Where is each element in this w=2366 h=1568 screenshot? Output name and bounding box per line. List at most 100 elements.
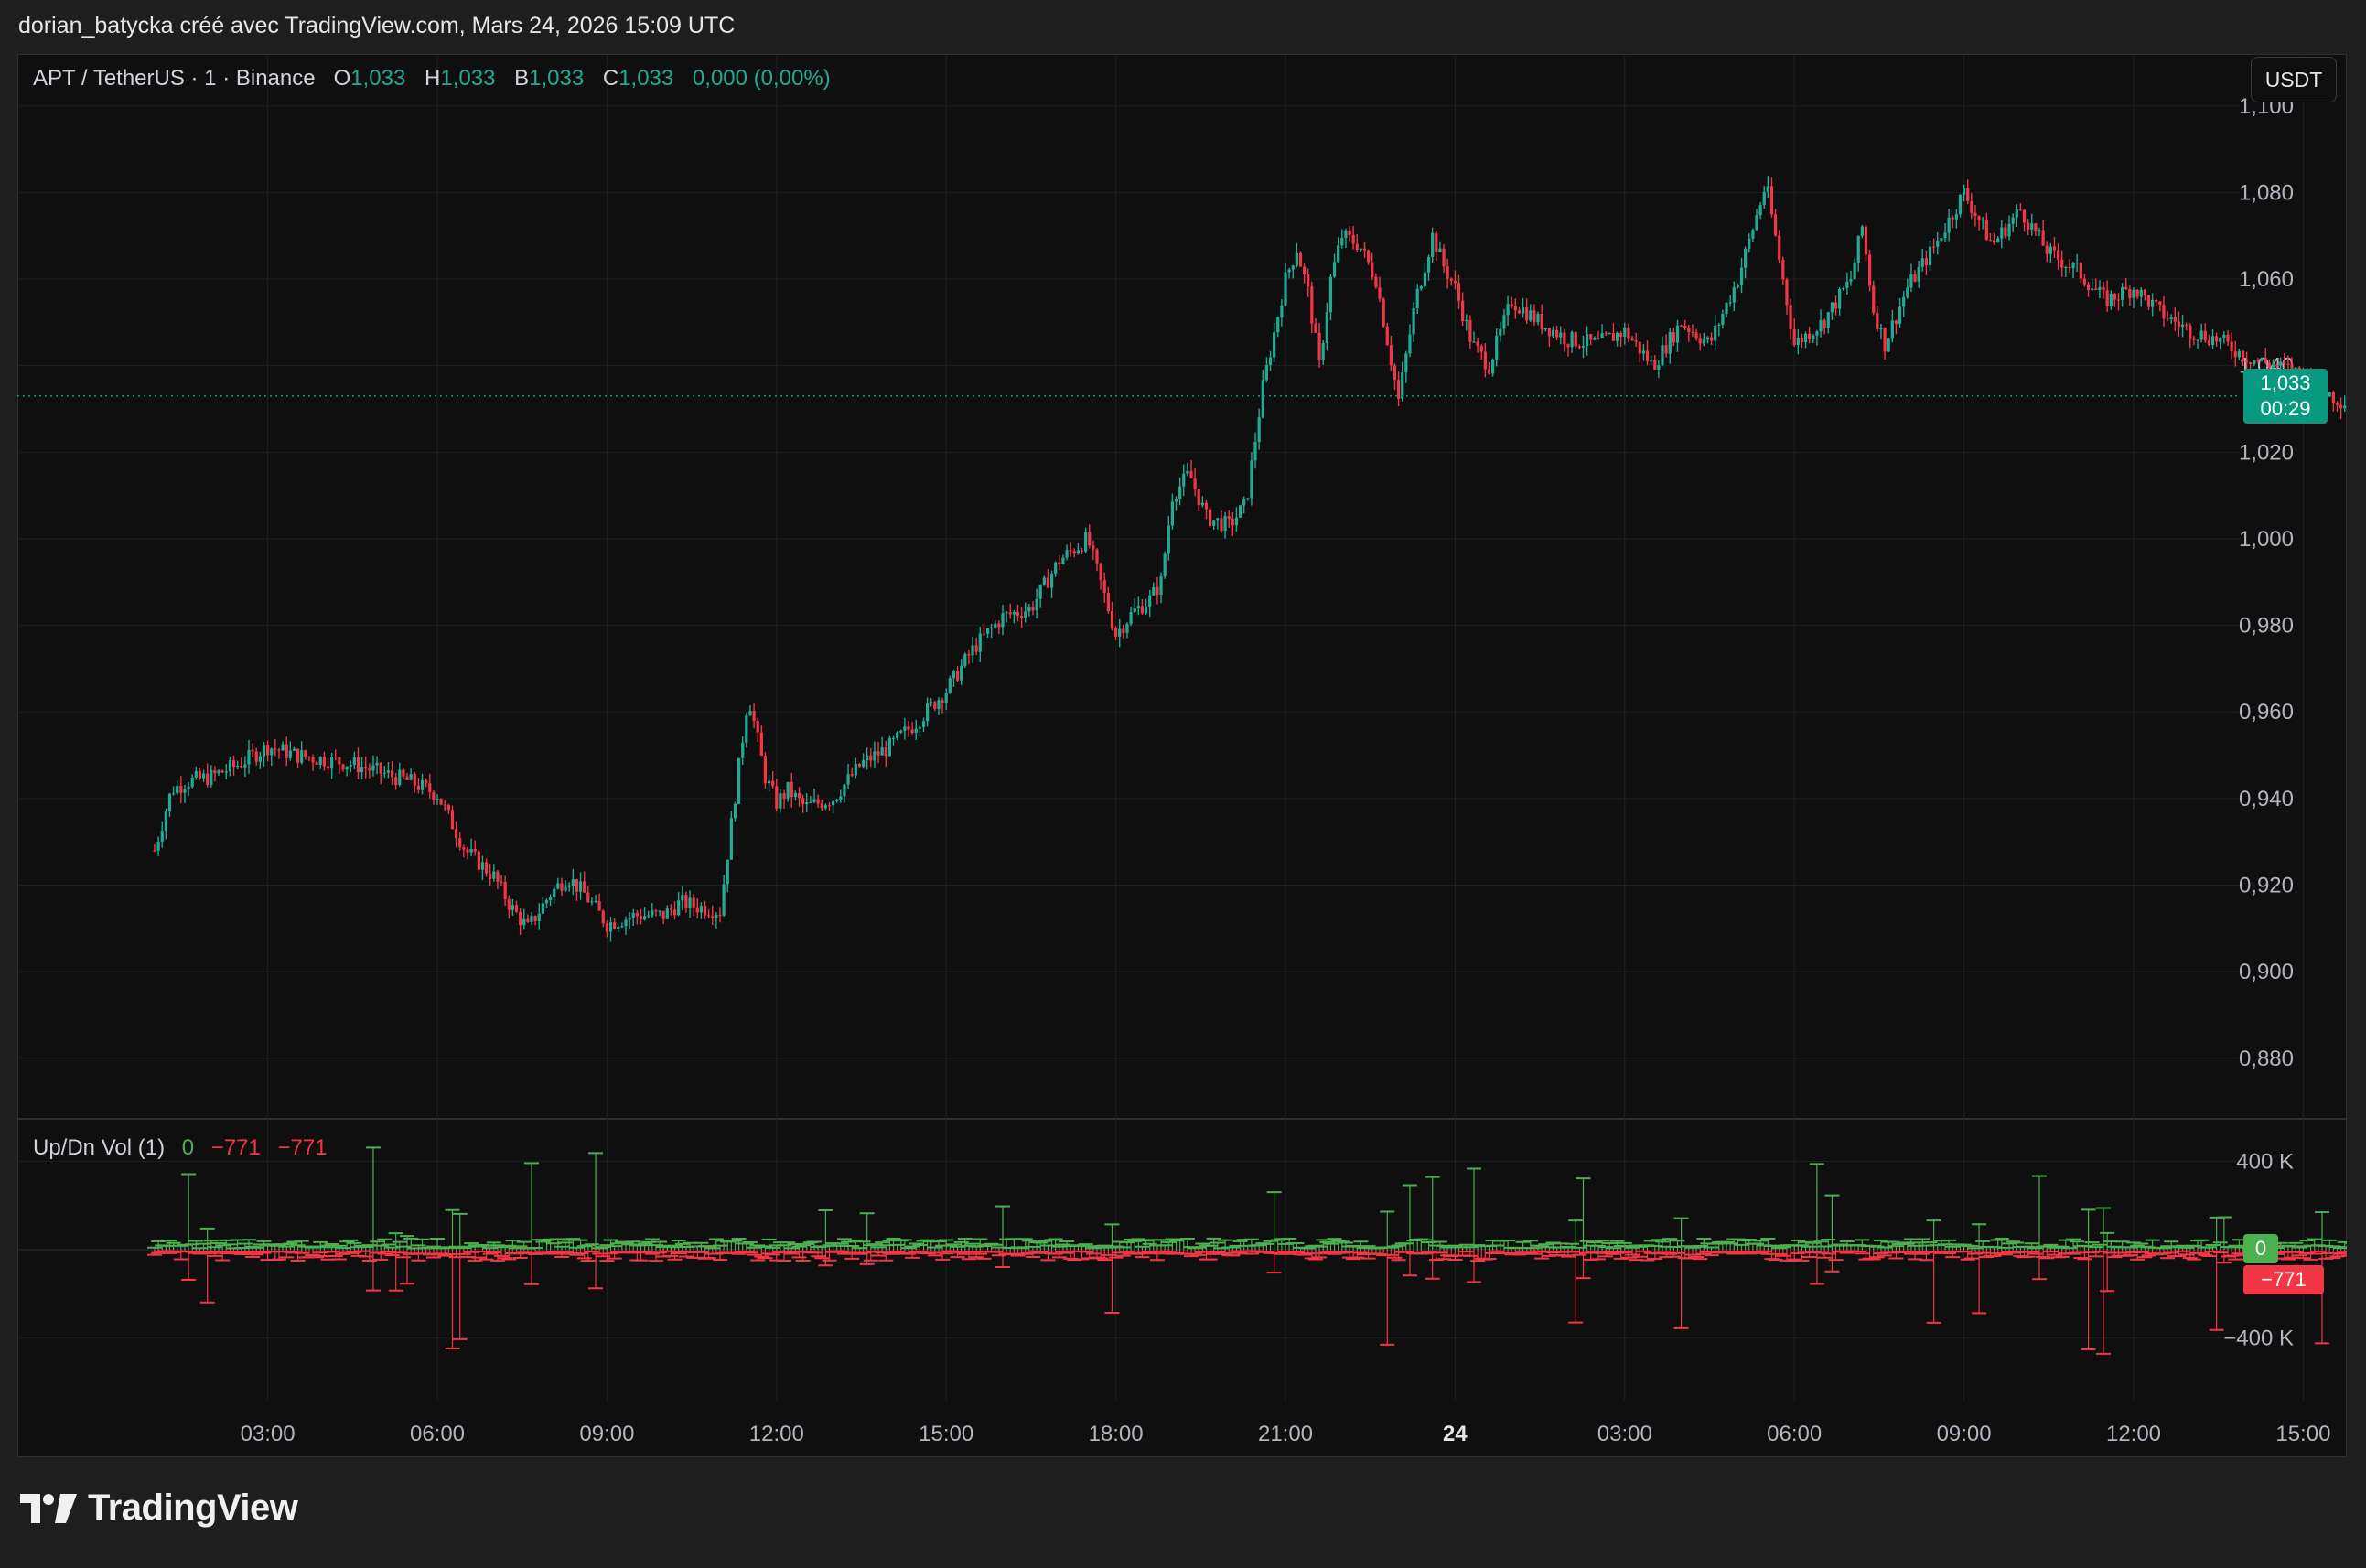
candle-body: [854, 763, 857, 776]
candle-body: [1657, 365, 1661, 370]
candle-body: [1864, 226, 1868, 255]
candle-body: [1566, 344, 1570, 348]
candle-body: [2155, 299, 2158, 302]
candle-body: [1246, 498, 1250, 499]
candle-body: [1909, 274, 1913, 288]
candle-body: [243, 764, 247, 768]
candle-body: [1140, 606, 1145, 614]
ohlc-low-value: 1,033: [529, 66, 585, 91]
candle-body: [1778, 235, 1781, 260]
candle-body: [601, 910, 605, 924]
candle-body: [2098, 287, 2102, 291]
candle-body: [1789, 305, 1792, 329]
candle-body: [341, 764, 345, 770]
candle-body: [1268, 357, 1273, 366]
time-tick-label: 21:00: [1258, 1422, 1313, 1446]
candle-body: [338, 757, 341, 765]
candle-body: [692, 897, 695, 908]
candle-body: [688, 897, 692, 909]
candle-body: [1849, 279, 1853, 282]
candle-body: [994, 623, 997, 628]
candle-body: [1344, 231, 1348, 238]
candle-body: [1020, 616, 1024, 618]
candle-body: [767, 780, 771, 784]
price-chart[interactable]: 1,1001,0801,0601,0401,0201,0000,9800,960…: [17, 54, 2347, 1457]
candle-body: [1253, 441, 1257, 461]
candle-body: [213, 769, 217, 774]
candle-body: [1890, 320, 1894, 339]
candle-body: [997, 623, 1001, 628]
time-tick-label: 06:00: [1767, 1422, 1822, 1446]
candle-body: [1122, 628, 1125, 633]
time-tick-label: 09:00: [1937, 1422, 1992, 1446]
candle-body: [1355, 243, 1359, 251]
candle-body: [1092, 545, 1095, 550]
candle-body: [1114, 628, 1118, 637]
chart-header-title: dorian_batycka créé avec TradingView.com…: [18, 13, 736, 38]
candle-body: [526, 918, 530, 922]
candle-body: [661, 910, 665, 919]
candle-body: [1540, 313, 1543, 330]
ohlc-high-value: 1,033: [440, 66, 496, 91]
candle-body: [2105, 290, 2109, 306]
candle-body: [1574, 332, 1577, 347]
candle-body: [1174, 499, 1178, 502]
candle-body: [1499, 328, 1502, 336]
candle-body: [1483, 351, 1487, 370]
candle-body: [484, 862, 489, 874]
candle-body: [1106, 593, 1110, 612]
candle-body: [1231, 519, 1234, 526]
candle-body: [500, 881, 503, 883]
candle-body: [2173, 317, 2177, 322]
candle-body: [1924, 258, 1928, 266]
candle-body: [729, 818, 733, 860]
candle-body: [1152, 586, 1156, 596]
candle-body: [1638, 341, 1641, 354]
candle-body: [1197, 489, 1200, 506]
candle-body: [1423, 272, 1427, 287]
candle-body: [2068, 266, 2071, 269]
candle-body: [631, 912, 635, 918]
candle-body: [375, 762, 379, 766]
tradingview-logo[interactable]: TradingView: [20, 1487, 298, 1529]
candle-body: [843, 784, 846, 797]
candle-body: [1072, 551, 1076, 554]
candle-body: [1317, 332, 1321, 360]
candle-body: [850, 774, 854, 776]
candle-body: [903, 726, 907, 732]
candle-body: [210, 769, 213, 785]
candle-body: [1581, 346, 1586, 348]
candle-body: [1144, 606, 1148, 614]
candle-body: [982, 633, 985, 635]
candle-body: [2030, 223, 2034, 230]
last-price-value: 1,033: [2260, 371, 2311, 394]
candle-body: [1472, 341, 1476, 343]
candle-body: [1611, 333, 1616, 341]
candle-body: [1069, 550, 1072, 552]
candle-body: [1216, 518, 1220, 521]
candle-body: [220, 770, 224, 773]
candle-body: [455, 829, 458, 839]
candle-body: [1984, 219, 1988, 241]
candle-body: [1769, 186, 1774, 215]
time-tick-label: 06:00: [410, 1422, 465, 1446]
volume-legend[interactable]: Up/Dn Vol (1) 0 −771 −771: [33, 1135, 328, 1161]
candle-body: [1653, 360, 1657, 370]
price-tick-label: 0,920: [2239, 873, 2294, 897]
candle-body: [628, 918, 631, 920]
candle-body: [172, 793, 176, 795]
symbol-legend[interactable]: APT / TetherUS · 1 · Binance O1,033 H1,0…: [33, 66, 831, 91]
candle-body: [2245, 360, 2249, 363]
candle-body: [1913, 274, 1917, 282]
candle-body: [1276, 317, 1280, 333]
candle-body: [1570, 332, 1574, 348]
candle-body: [782, 793, 786, 799]
candle-body: [1755, 215, 1758, 231]
candle-body: [2162, 304, 2166, 319]
candle-body: [292, 748, 296, 751]
price-axis: 1,1001,0801,0601,0401,0201,0000,9800,960…: [2239, 94, 2294, 1071]
candle-body: [914, 728, 918, 734]
candle-body: [432, 791, 436, 800]
candle-body: [1868, 254, 1872, 286]
currency-button[interactable]: USDT: [2251, 57, 2337, 102]
